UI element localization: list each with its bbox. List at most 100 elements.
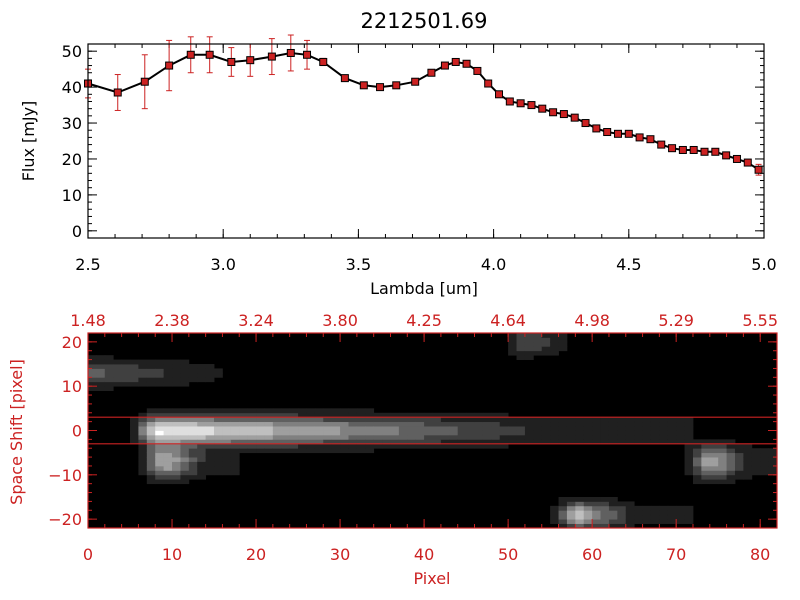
spectrogram-cell xyxy=(256,426,265,431)
spectrogram-cell xyxy=(617,417,627,423)
spectrogram-cell xyxy=(163,439,173,445)
spectrogram-cell xyxy=(281,439,291,445)
spectrogram-cell xyxy=(659,434,669,440)
spectrogram-cell xyxy=(146,426,156,431)
spectrogram-cell xyxy=(592,426,601,431)
spectrogram-cell xyxy=(281,434,291,440)
spectrum-point xyxy=(205,50,214,59)
spectrogram-cell xyxy=(726,461,736,467)
spectrogram-cell xyxy=(96,381,106,387)
spectrogram-cell xyxy=(558,341,568,347)
spectrogram-cell xyxy=(146,408,156,414)
spectrogram-cell xyxy=(205,434,215,440)
spectrogram-cell xyxy=(424,443,433,449)
spectrogram-cell xyxy=(356,412,366,418)
spectrogram-cell xyxy=(230,434,240,440)
spectrogram-cell xyxy=(474,439,484,445)
spectrogram-cell xyxy=(146,377,156,383)
spectrogram-cell xyxy=(692,461,702,467)
spectrogram-cell xyxy=(214,443,223,449)
spectrogram-cell xyxy=(684,514,694,520)
spectrogram-cell xyxy=(264,434,274,440)
spectrogram-cell xyxy=(650,505,660,511)
spectrogram-cell xyxy=(247,430,257,436)
spectrogram-cell xyxy=(415,421,425,427)
spectrogram-cell xyxy=(373,443,383,449)
spectrogram-cell xyxy=(718,457,727,462)
spectrogram-cell xyxy=(264,408,274,414)
spectrum-x-label: Lambda [um] xyxy=(370,279,478,298)
spectrogram-cell xyxy=(340,421,349,427)
spectrogram-cell xyxy=(214,368,223,374)
spectrogram-cell xyxy=(205,439,215,445)
spectrogram-cell xyxy=(146,479,156,485)
spectrogram-cell xyxy=(138,448,148,454)
spectrogram-cell xyxy=(625,514,635,520)
spectrogram-cell xyxy=(734,474,744,480)
spectrogram-cell xyxy=(743,465,753,471)
spectrogram-cell xyxy=(197,434,207,440)
spectrogram-cell xyxy=(230,439,240,445)
spectrogram-cell xyxy=(600,505,610,511)
spectrogram-cell xyxy=(138,434,148,440)
spectrogram-cell xyxy=(659,417,669,423)
spectrogram-cell xyxy=(541,421,551,427)
spectrogram-cell xyxy=(558,333,568,338)
spectrogram-x-tick-label: 10 xyxy=(162,545,182,564)
spectrogram-cell xyxy=(348,448,358,454)
spectrum-y-tick-label: 0 xyxy=(72,222,82,241)
spectrogram-cell xyxy=(583,523,593,529)
spectrogram-cell xyxy=(222,439,232,445)
spectrogram-cell xyxy=(88,359,97,365)
spectrogram-cell xyxy=(247,439,257,445)
spectrogram-cell xyxy=(508,434,517,440)
spectrogram-cell xyxy=(281,408,291,414)
spectrogram-cell xyxy=(516,341,526,347)
spectrogram-cell xyxy=(180,408,190,414)
spectrogram-cell xyxy=(365,408,375,414)
spectrogram-cell xyxy=(667,434,677,440)
spectrogram-cell xyxy=(659,421,669,427)
spectrogram-cell xyxy=(533,421,543,427)
spectrogram-cell xyxy=(163,426,173,431)
spectrogram-cell xyxy=(734,461,744,467)
spectrogram-cell xyxy=(566,421,576,427)
spectrogram-cell xyxy=(163,368,173,374)
spectrogram-cell xyxy=(558,417,568,423)
spectrogram-cell xyxy=(247,443,257,449)
spectrogram-cell xyxy=(256,434,265,440)
spectrogram-cell xyxy=(323,417,333,423)
spectrogram-cell xyxy=(760,457,769,462)
spectrogram-cell xyxy=(356,421,366,427)
spectrogram-cell xyxy=(398,434,408,440)
spectrogram-cell xyxy=(676,426,685,431)
spectrogram-cell xyxy=(96,368,106,374)
spectrogram-cell xyxy=(600,519,610,524)
spectrogram-cell xyxy=(625,519,635,524)
spectrogram-cell xyxy=(424,430,433,436)
spectrogram-cell xyxy=(188,457,198,462)
spectrogram-top-tick-label: 5.29 xyxy=(658,311,694,330)
spectrum-point xyxy=(538,104,547,113)
spectrum-y-tick-label: 50 xyxy=(62,42,82,61)
spectrum-point xyxy=(743,158,752,167)
spectrogram-cell xyxy=(751,448,761,454)
spectrogram-cell xyxy=(709,457,719,462)
spectrogram-cell xyxy=(104,372,114,378)
spectrogram-cell xyxy=(449,412,459,418)
spectrogram-cell xyxy=(743,448,753,454)
spectrogram-cell xyxy=(566,434,576,440)
spectrogram-cell xyxy=(163,408,173,414)
spectrogram-cell xyxy=(188,412,198,418)
spectrogram-cell xyxy=(180,368,190,374)
spectrogram-cell xyxy=(146,381,156,387)
spectrogram-cell xyxy=(550,350,559,356)
spectrogram-cell xyxy=(214,372,223,378)
spectrogram-cell xyxy=(155,465,165,471)
spectrogram-cell xyxy=(650,510,660,516)
spectrogram-cell xyxy=(314,408,324,414)
spectrogram-cell xyxy=(718,461,727,467)
spectrogram-cell xyxy=(180,465,190,471)
spectrogram-cell xyxy=(247,417,257,423)
spectrogram-cell xyxy=(172,377,181,383)
